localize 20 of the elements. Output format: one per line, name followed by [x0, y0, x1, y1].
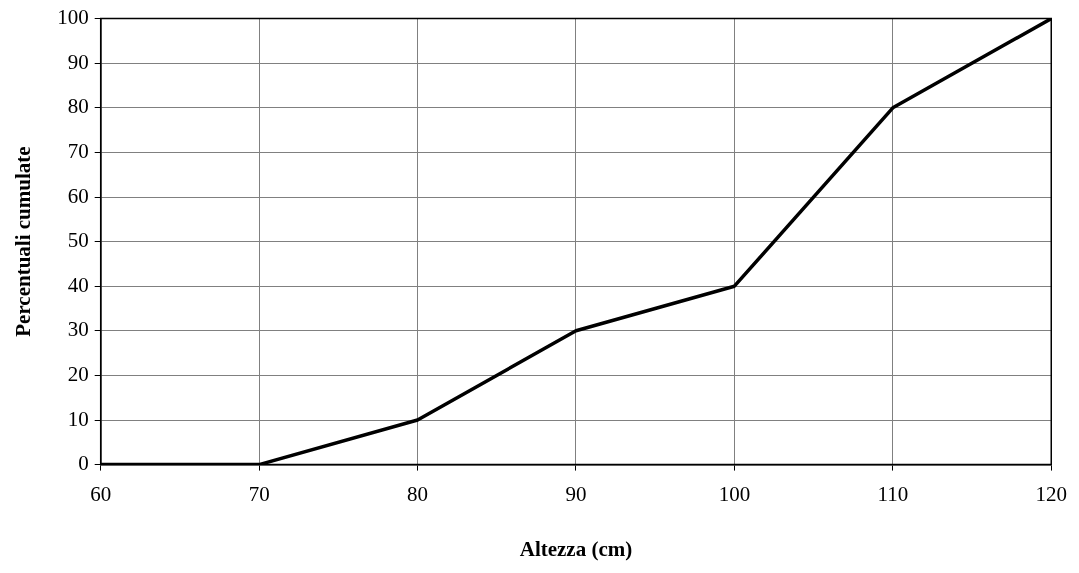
x-tick-label: 60 [90, 481, 112, 506]
y-tick-label: 50 [67, 228, 89, 253]
x-tick-label: 90 [565, 481, 587, 506]
x-tick-label: 120 [1035, 481, 1067, 506]
y-tick-label: 10 [67, 406, 89, 431]
x-axis-title: Altezza (cm) [519, 536, 633, 561]
y-tick-label: 0 [78, 451, 89, 476]
x-tick-label: 100 [718, 481, 751, 506]
x-tick-label: 70 [248, 481, 270, 506]
x-tick-label: 110 [877, 481, 909, 506]
y-tick-label: 90 [67, 49, 89, 74]
y-tick-label: 40 [67, 272, 89, 297]
y-tick-label: 80 [67, 94, 89, 119]
x-tick-label: 80 [407, 481, 429, 506]
y-tick-label: 100 [57, 5, 89, 30]
y-tick-label: 30 [67, 317, 89, 342]
y-axis-title: Percentuali cumulate [11, 146, 36, 337]
y-tick-label: 70 [67, 138, 89, 163]
y-tick-label: 60 [67, 183, 89, 208]
y-tick-label: 20 [67, 361, 89, 386]
